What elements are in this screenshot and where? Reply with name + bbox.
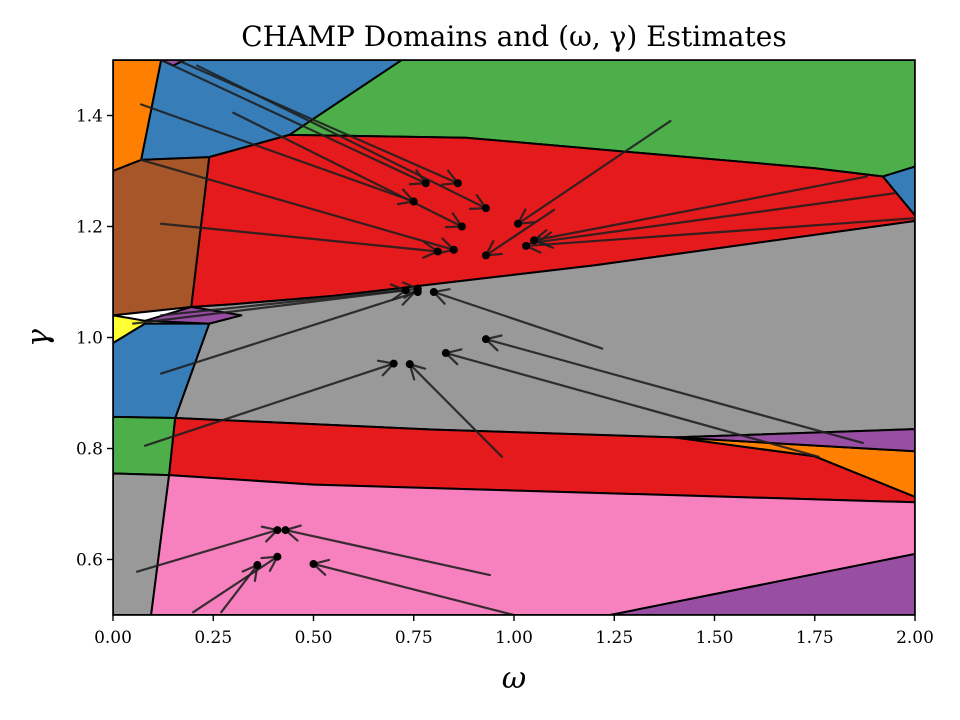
arrow-shaft xyxy=(444,351,820,458)
arrow-shaft xyxy=(532,175,868,242)
arrows-layer xyxy=(131,60,915,615)
arrow-shaft xyxy=(160,60,427,185)
x-tick-label-1: 0.25 xyxy=(194,628,232,648)
arrow-shaft xyxy=(160,292,415,375)
estimate-point-21 xyxy=(273,552,282,561)
estimate-point-8 xyxy=(433,247,442,256)
arrow-shaft xyxy=(312,562,516,615)
arrow-shaft xyxy=(408,363,504,458)
arrow-shaft xyxy=(139,103,415,203)
arrow-shaft xyxy=(536,192,897,244)
x-tick-label-0: 0.00 xyxy=(94,628,132,648)
estimate-point-7 xyxy=(522,241,531,250)
y-tick-label-4: 1.4 xyxy=(76,107,103,127)
domain-pink-16 xyxy=(150,474,915,615)
estimate-point-16 xyxy=(405,360,414,369)
y-tick-label-0: 0.6 xyxy=(76,551,103,571)
arrow-shaft xyxy=(160,287,419,317)
estimate-point-19 xyxy=(273,526,282,535)
estimate-point-18 xyxy=(481,335,490,344)
estimate-point-23 xyxy=(309,559,318,568)
estimate-point-10 xyxy=(481,251,490,260)
arrow-9 xyxy=(536,192,897,249)
arrow-shaft xyxy=(160,222,439,253)
arrow-shaft xyxy=(131,289,407,325)
arrow-shaft xyxy=(192,555,279,614)
arrow-shaft xyxy=(232,111,463,228)
arrow-shaft xyxy=(196,64,488,210)
estimate-point-2 xyxy=(409,197,418,206)
estimate-point-5 xyxy=(514,219,523,228)
domain-purple-14 xyxy=(673,428,915,453)
estimate-point-6 xyxy=(530,236,539,245)
domain-blue-10 xyxy=(113,322,211,419)
estimate-point-9 xyxy=(449,245,458,254)
estimate-point-14 xyxy=(429,287,438,296)
arrow-shaft xyxy=(524,217,915,248)
arrow-shaft xyxy=(220,563,259,614)
x-tick-label-8: 2.00 xyxy=(896,628,934,648)
y-tick-label-2: 1.0 xyxy=(76,329,103,349)
domain-brown-5 xyxy=(113,156,211,317)
y-tick-label-3: 1.2 xyxy=(76,218,103,238)
x-tick-label-3: 0.75 xyxy=(395,628,433,648)
arrow-shaft xyxy=(516,119,672,225)
arrow-shaft xyxy=(432,290,604,350)
x-tick-label-7: 1.75 xyxy=(796,628,834,648)
estimate-point-4 xyxy=(457,222,466,231)
estimate-point-3 xyxy=(481,204,490,213)
estimate-point-13 xyxy=(413,287,422,296)
y-axis-label: γ xyxy=(21,329,56,347)
estimate-point-1 xyxy=(453,179,462,188)
arrow-shaft xyxy=(135,528,279,573)
x-axis-label: ω xyxy=(502,661,526,696)
arrow-shaft xyxy=(484,338,864,445)
x-tick-label-5: 1.25 xyxy=(595,628,633,648)
x-axis-ticks: 0.00 0.25 0.50 0.75 1.00 1.25 1.50 1.75 2.00 xyxy=(94,615,934,648)
estimate-point-0 xyxy=(421,179,430,188)
estimate-point-17 xyxy=(441,349,450,358)
domain-purple-17 xyxy=(609,553,915,615)
x-tick-label-6: 1.50 xyxy=(696,628,734,648)
arrow-shaft xyxy=(284,528,492,577)
y-tick-label-1: 0.8 xyxy=(76,440,103,460)
chart-title: CHAMP Domains and (ω, γ) Estimates xyxy=(241,20,786,53)
estimate-point-20 xyxy=(281,526,290,535)
arrow-shaft xyxy=(176,60,459,185)
arrow-shaft xyxy=(143,362,395,447)
x-tick-label-4: 1.00 xyxy=(495,628,533,648)
arrow-shaft xyxy=(139,158,455,251)
estimates-layer xyxy=(253,179,539,570)
domain-blue-6 xyxy=(881,165,915,217)
arrow-head xyxy=(536,231,555,249)
arrow-shaft xyxy=(484,208,556,257)
x-tick-label-2: 0.50 xyxy=(295,628,333,648)
y-axis-ticks: 0.6 0.8 1.0 1.2 1.4 xyxy=(76,107,113,571)
estimate-point-15 xyxy=(389,359,398,368)
estimate-point-11 xyxy=(401,286,410,295)
estimate-point-22 xyxy=(253,561,262,570)
domains-layer xyxy=(113,60,915,615)
